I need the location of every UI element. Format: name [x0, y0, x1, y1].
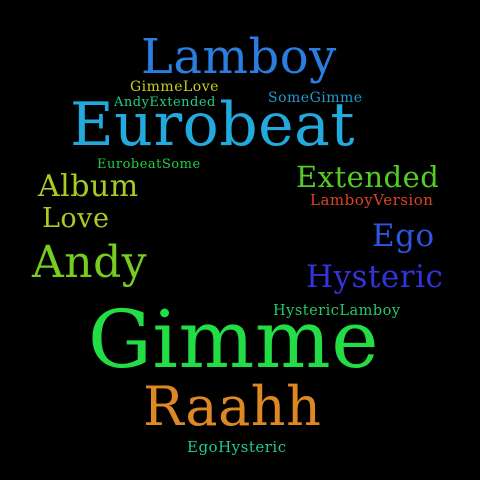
word-gimme: Gimme	[88, 293, 380, 386]
word-love: Love	[42, 203, 110, 234]
word-somegimme: SomeGimme	[268, 90, 363, 106]
word-hysteric: Hysteric	[306, 259, 444, 295]
word-andy: Andy	[32, 237, 148, 288]
word-gimmelove: GimmeLove	[130, 79, 219, 95]
word-egohysteric: EgoHysteric	[187, 438, 287, 456]
word-raahh: Raahh	[143, 375, 322, 438]
word-andyextended: AndyExtended	[114, 95, 216, 110]
word-eurobeat: Eurobeat	[70, 90, 356, 160]
word-hystericlamboy: HystericLamboy	[273, 303, 401, 319]
word-extended: Extended	[296, 160, 440, 194]
word-ego: Ego	[372, 218, 435, 254]
word-eurobeatsome: EurobeatSome	[97, 157, 201, 172]
word-lamboy: Lamboy	[141, 29, 337, 85]
word-lamboyversion: LamboyVersion	[310, 191, 434, 209]
word-album: Album	[38, 169, 139, 204]
